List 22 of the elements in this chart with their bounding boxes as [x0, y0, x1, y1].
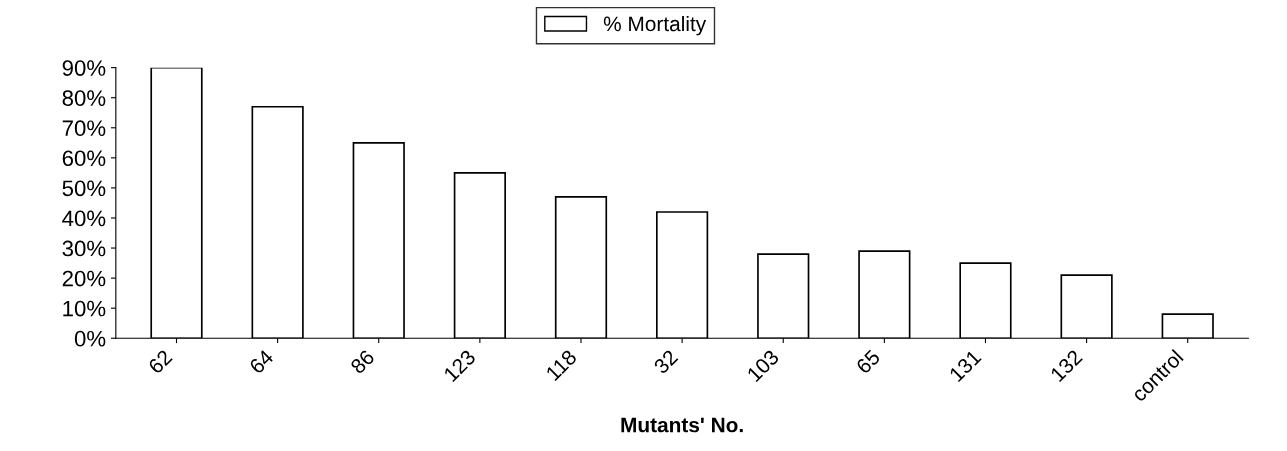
- x-axis-title: Mutants' No.: [621, 417, 743, 433]
- y-tick-label: 20%: [62, 270, 106, 287]
- y-tick-label: 90%: [62, 60, 106, 76]
- y-tick-label: 50%: [62, 180, 106, 197]
- x-tick-label: 65: [855, 348, 881, 375]
- y-tick-label: 0%: [74, 330, 106, 347]
- y-tick-label: 30%: [62, 240, 106, 257]
- y-tick-label: 70%: [62, 120, 106, 137]
- x-tick-label: 118: [545, 349, 578, 382]
- x-tick-label: 62: [147, 349, 173, 375]
- y-tick-label: 10%: [63, 300, 106, 317]
- x-tick-label: 103: [746, 349, 780, 383]
- x-tick-label: 131: [948, 349, 982, 383]
- x-tick-label: 132: [1049, 349, 1083, 383]
- y-tick-label: 80%: [62, 90, 106, 106]
- x-tick-label: 123: [443, 349, 477, 383]
- legend-label: % Mortality: [603, 15, 707, 36]
- y-tick-label: 40%: [62, 210, 106, 227]
- x-tick-label: 32: [652, 349, 679, 375]
- x-tick-label: 64: [248, 348, 275, 375]
- y-tick-label: 60%: [62, 150, 106, 167]
- x-tick-label: 86: [349, 349, 376, 375]
